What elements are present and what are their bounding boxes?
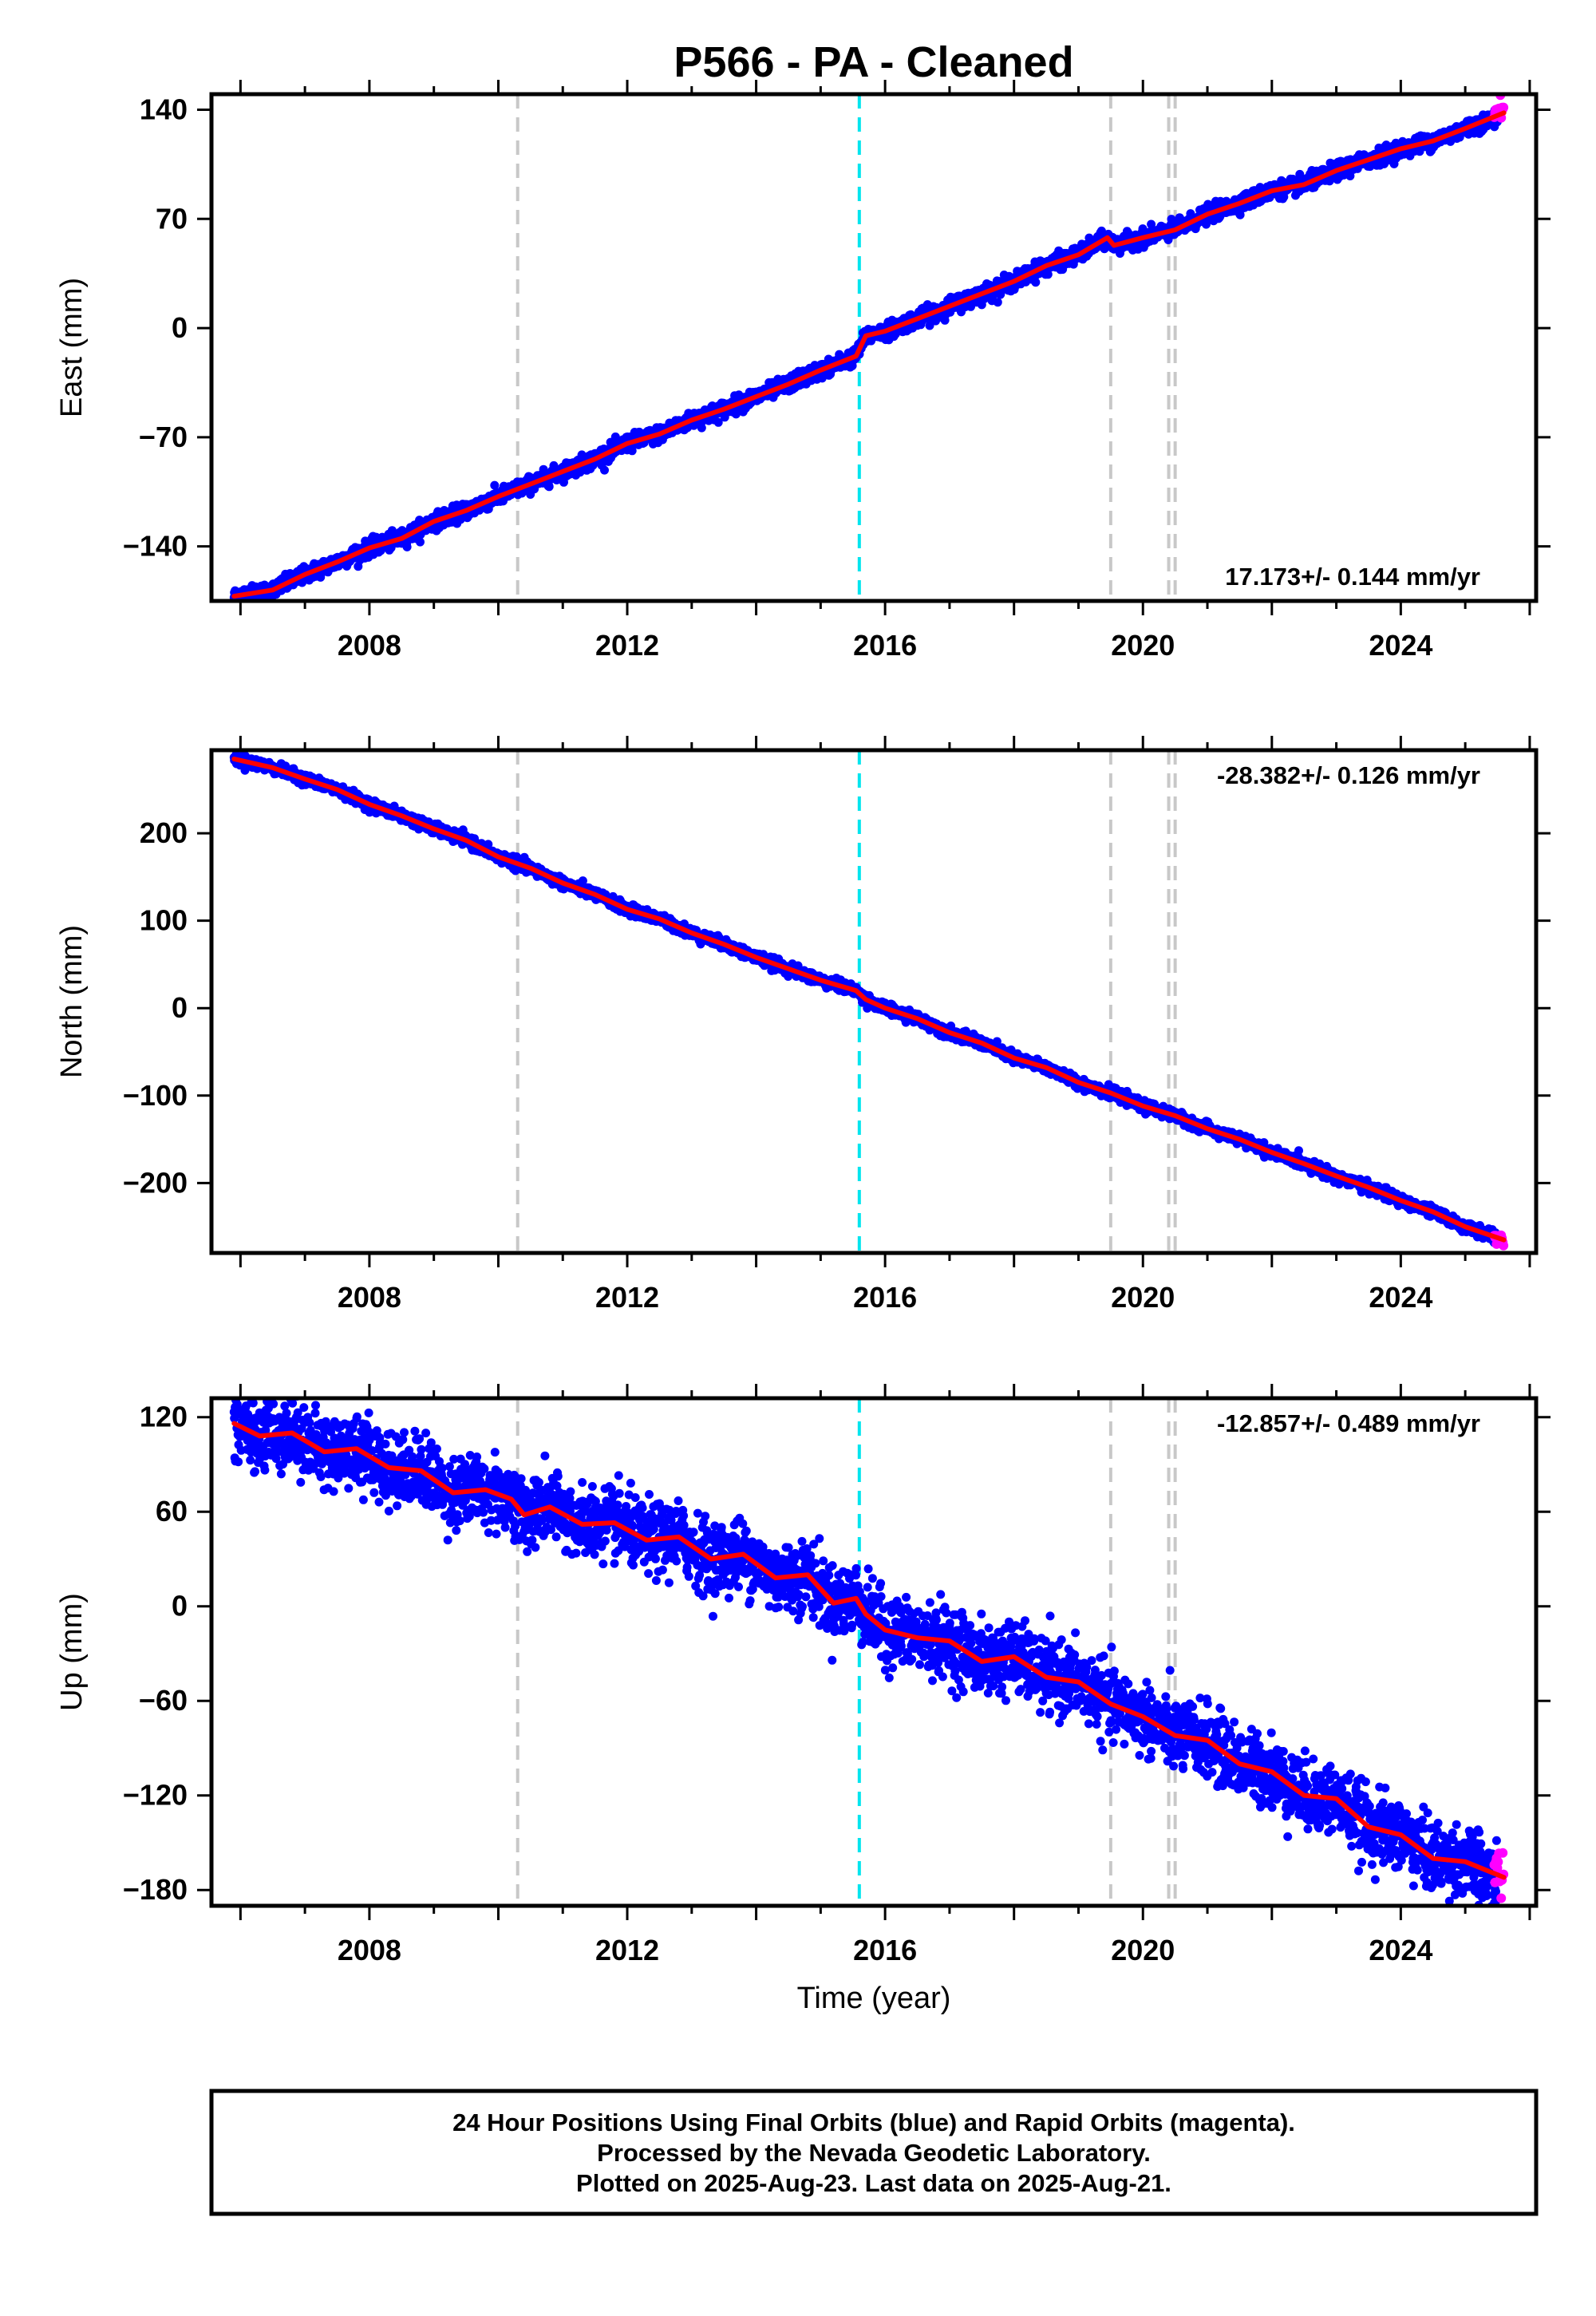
data-point	[416, 537, 425, 547]
y-tick-label: 0	[172, 311, 188, 344]
x-tick-label: 2024	[1369, 629, 1432, 662]
data-point	[600, 465, 609, 475]
plot-area-north	[229, 750, 1509, 1251]
x-tick-label: 2008	[338, 629, 401, 662]
data-point	[544, 482, 554, 492]
y-tick-label: −70	[139, 421, 188, 453]
data-point	[1147, 219, 1156, 229]
data-point	[925, 321, 934, 330]
data-point	[578, 876, 587, 886]
y-tick-label: −140	[123, 530, 188, 563]
plot-area-east	[229, 94, 1509, 601]
figure-title: P566 - PA - Cleaned	[674, 38, 1073, 86]
data-point	[697, 423, 706, 433]
data-point	[1031, 278, 1041, 287]
data-point	[713, 417, 723, 427]
data-point	[1499, 102, 1509, 113]
rapid-points-east	[1489, 94, 1509, 123]
east-panel: −140 −70 0 70 140 2008 2012 2016 2020 2024 East (m…	[55, 80, 1551, 662]
plot-frame-east	[209, 92, 1539, 603]
data-point	[993, 298, 1002, 307]
data-point	[402, 542, 412, 551]
data-point	[387, 526, 397, 536]
model-line-east	[231, 110, 1507, 599]
x-tick-label: 2012	[595, 629, 659, 662]
data-point	[484, 840, 493, 849]
rate-label-east: 17.173+/- 0.144 mm/yr	[1225, 563, 1480, 591]
y-tick-label: 70	[156, 202, 188, 235]
data-point	[817, 373, 827, 383]
x-tick-label: 2020	[1111, 629, 1175, 662]
y-axis-label-east: East (mm)	[55, 278, 89, 417]
data-point	[1043, 270, 1053, 279]
x-tick-label: 2016	[853, 629, 917, 662]
y-tick-label: 140	[140, 93, 188, 126]
data-point	[1235, 210, 1245, 219]
data-point	[490, 480, 500, 490]
